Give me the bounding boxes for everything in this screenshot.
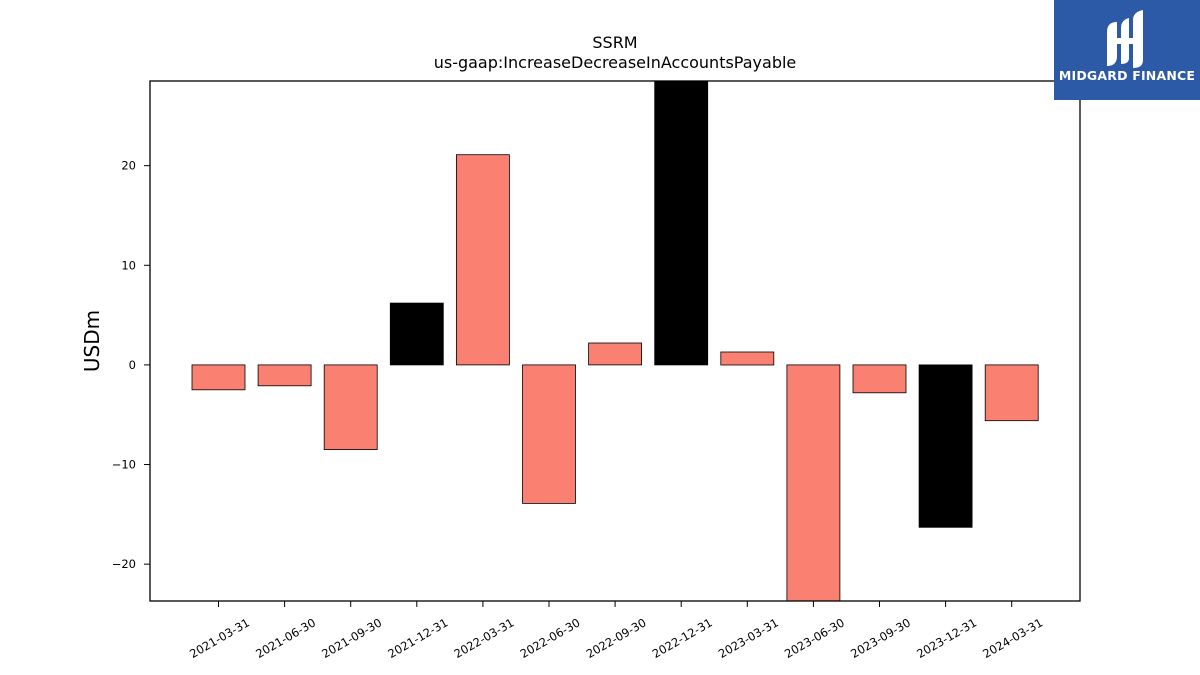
x-tick-label: 2021-03-31 (187, 615, 252, 661)
bar-2021-09-30 (323, 364, 378, 450)
bar-2022-03-31 (455, 154, 510, 366)
bar-2023-06-30 (786, 364, 841, 602)
x-tick-label: 2023-06-30 (782, 615, 847, 661)
bar-2022-09-30 (588, 342, 642, 366)
bar-2024-03-31 (984, 364, 1039, 422)
logo-text: MIDGARD FINANCE (1058, 68, 1196, 83)
bar-2023-03-31 (720, 351, 775, 366)
bar-2022-12-31 (654, 80, 709, 366)
bar-2021-06-30 (257, 364, 312, 387)
y-tick-label: −10 (112, 458, 136, 472)
x-tick-label: 2022-09-30 (584, 615, 649, 661)
y-tick-label: 0 (129, 358, 136, 372)
bar-2022-06-30 (522, 364, 576, 504)
x-tick-label: 2023-09-30 (848, 615, 913, 661)
x-axis: 2021-03-31 2021-06-30 2021-09-30 2021-12-31… (187, 601, 1045, 661)
x-tick-label: 2023-12-31 (914, 615, 979, 661)
chart-title: SSRM (592, 33, 637, 52)
x-tick-label: 2023-03-31 (716, 615, 781, 661)
midgard-finance-logo: MIDGARD FINANCE (1054, 0, 1200, 100)
y-tick-label: 10 (121, 258, 136, 272)
y-axis: −20 −10 0 10 20 (112, 159, 150, 571)
bar-2023-09-30 (852, 364, 907, 394)
x-tick-label: 2021-12-31 (385, 615, 450, 661)
x-tick-label: 2024-03-31 (980, 615, 1045, 661)
y-tick-label: 20 (121, 159, 136, 173)
y-tick-label: −20 (112, 557, 136, 571)
bar-2021-03-31 (191, 364, 246, 391)
x-tick-label: 2022-12-31 (650, 615, 715, 661)
bar-2023-12-31 (918, 364, 973, 528)
x-tick-label: 2021-06-30 (253, 615, 318, 661)
chart-subtitle: us-gaap:IncreaseDecreaseInAccountsPayabl… (434, 53, 797, 72)
x-tick-label: 2022-03-31 (452, 615, 517, 661)
x-tick-label: 2021-09-30 (319, 615, 384, 661)
midgard-logo-mark-icon (1107, 10, 1143, 68)
bar-2021-12-31 (389, 302, 444, 366)
bars-layer (191, 80, 1039, 602)
x-tick-label: 2022-06-30 (518, 615, 583, 661)
y-axis-label: USDm (80, 310, 104, 372)
